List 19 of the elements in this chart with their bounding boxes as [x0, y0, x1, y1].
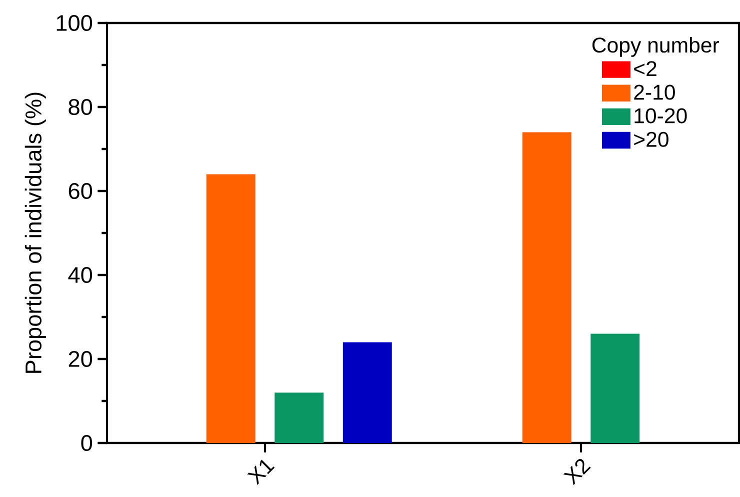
bar — [274, 392, 324, 443]
legend-label: 10-20 — [634, 108, 687, 124]
x-tick-label: X2 — [563, 459, 591, 486]
legend-title: Copy number — [592, 37, 720, 57]
bar — [206, 174, 256, 443]
y-tick-label: 0 — [81, 434, 92, 452]
y-tick-label: 60 — [68, 182, 92, 200]
y-tick-label: 100 — [56, 14, 92, 32]
x-tick-label: X1 — [247, 460, 275, 485]
y-tick-label: 20 — [68, 350, 92, 368]
y-tick-label: 40 — [68, 266, 92, 284]
legend-label: >20 — [634, 132, 668, 147]
y-tick-label: 80 — [68, 98, 92, 116]
legend-label: <2 — [634, 61, 656, 76]
bar — [342, 342, 392, 443]
bar — [522, 132, 572, 443]
bar — [590, 334, 640, 443]
y-axis-title: Proportion of individuals (%) — [24, 92, 46, 373]
legend-label: 2-10 — [634, 84, 675, 100]
